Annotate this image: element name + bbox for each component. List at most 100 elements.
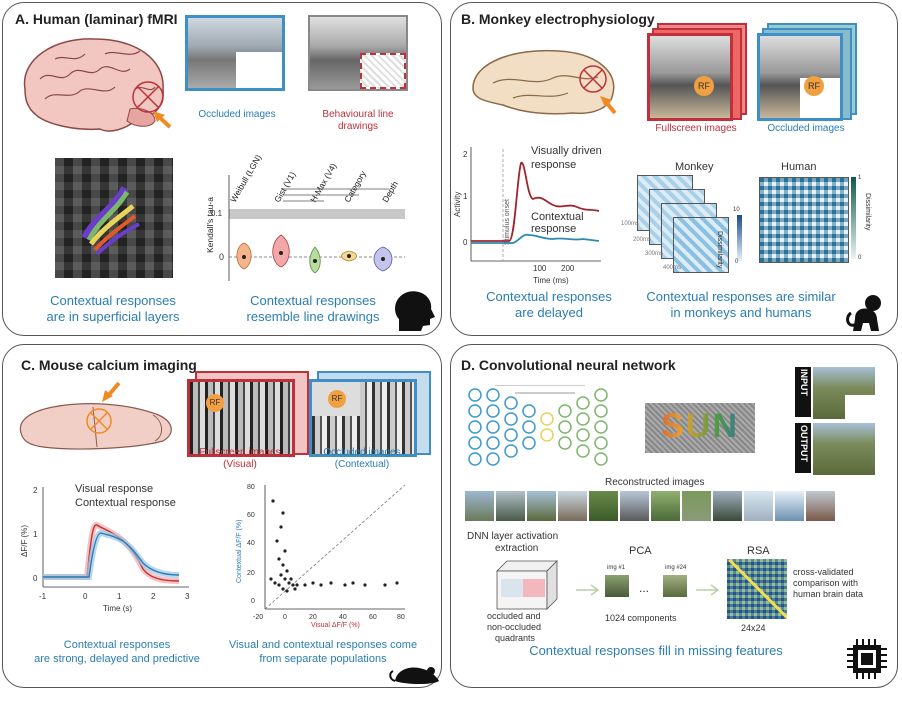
pca-ellipsis: ... (639, 581, 650, 595)
monkey-colorbar (737, 215, 742, 261)
violin-cat-1: Gist (V1) (272, 170, 298, 204)
panel-b-caption1-line1: Contextual responses (486, 289, 612, 304)
activity-plot: 2 1 0 Activity Stimulus onset 100 200 Ti… (453, 147, 601, 285)
arrow-to-pca-icon (576, 584, 600, 596)
scatter-xtick-60: 60 (369, 614, 377, 621)
full-visual-label1: Fullscreen images (199, 447, 281, 458)
full-visual-label2: (Visual) (223, 459, 257, 470)
activity-ytick-0: 0 (463, 238, 468, 247)
img1-label: img #1 (607, 565, 626, 571)
rf-marker: RF (694, 76, 714, 96)
stimulus-onset-label: Stimulus onset (504, 199, 511, 245)
scatter-xtick-m20: -20 (253, 614, 263, 621)
occluded-forest-image: RF (309, 371, 431, 461)
rsa-label: RSA (747, 545, 770, 557)
human-cbar-1: 1 (858, 175, 862, 181)
contextual-response-legend: Contextual response (75, 497, 176, 509)
activity-ytick-2: 2 (463, 150, 468, 159)
scatter-ytick-20: 20 (247, 570, 255, 577)
human-rdm (759, 177, 849, 263)
panel-b-caption2-line2: in monkeys and humans (670, 305, 812, 320)
rsa-size-label: 24x24 (741, 623, 766, 633)
monkey-rdm-label: Monkey (675, 161, 714, 173)
panel-d-caption: Contextual responses fill in missing fea… (529, 643, 783, 658)
output-label: OUTPUT (799, 425, 809, 462)
monkey-cbar-label: Dissimilarity (716, 231, 723, 269)
fullscreen-image-stack: RF (647, 23, 747, 123)
panel-c-caption1-line1: Contextual responses (63, 639, 171, 651)
scatter-xtick-0: 0 (283, 614, 287, 621)
dff-ylabel: ΔF/F (%) (20, 525, 29, 557)
monkey-rdm-stack (637, 175, 737, 275)
panel-b: B. Monkey electrophysiology RF Fullscree… (450, 2, 898, 336)
panel-d-title: D. Convolutional neural network (461, 357, 676, 373)
dff-ytick-0: 0 (33, 574, 38, 583)
reconstructed-strip (465, 491, 835, 521)
panel-a-caption2-line2: resemble line drawings (246, 309, 380, 324)
human-colorbar (851, 177, 856, 259)
panel-d: D. Convolutional neural network SUN INPU… (450, 344, 898, 688)
chip-icon (847, 639, 887, 679)
panel-b-title: B. Monkey electrophysiology (461, 11, 655, 27)
dff-ytick-2: 2 (33, 486, 38, 495)
dnn-label1: DNN layer activation (467, 531, 559, 542)
human-rdm-label: Human (781, 161, 817, 173)
violin-cat-0: Weibull (LGN) (228, 153, 263, 204)
quadrants-label1: occluded and (487, 611, 541, 621)
output-tag: OUTPUT (795, 423, 811, 473)
visual-response-legend: Visual response (75, 483, 154, 495)
violin-cat-3: Category (342, 168, 368, 204)
occluded-image (185, 15, 285, 91)
scatter-ytick-40: 40 (247, 540, 255, 547)
sun-logo-text: SUN (645, 407, 755, 446)
violin-chart: Weibull (LGN) Gist (V1) H-Max (V4) Categ… (205, 153, 405, 281)
pca-label: PCA (629, 545, 652, 557)
output-image (813, 423, 875, 475)
scatter-ytick-60: 60 (247, 512, 255, 519)
monkey-cbar-0: 0 (735, 259, 739, 265)
contextual-label2: response (531, 223, 577, 235)
dff-ytick-1: 1 (33, 530, 38, 539)
activity-ylabel: Activity (453, 192, 462, 217)
occ-contextual-label2: (Contextual) (334, 459, 390, 470)
cnn-diagram (468, 385, 608, 466)
contextual-label1: Contextual (531, 211, 584, 223)
dff-xlabel: Time (s) (103, 604, 132, 613)
scatter-ytick-80: 80 (247, 484, 255, 491)
panel-a-caption1-line2: are in superficial layers (46, 309, 180, 324)
panel-c-title: C. Mouse calcium imaging (21, 357, 197, 373)
human-brain-icon (23, 38, 172, 132)
fullscreen-forest-image: RF (187, 371, 309, 461)
pca-img24 (663, 575, 687, 597)
dff-xtick-0: 0 (83, 592, 88, 601)
rf-marker: RF (328, 390, 346, 408)
activity-xtick-100: 100 (533, 264, 547, 273)
violin-cat-2: H-Max (V4) (308, 161, 338, 204)
panel-c-caption1-line2: are strong, delayed and predictive (34, 653, 200, 665)
input-label: INPUT (799, 369, 809, 396)
human-cbar-label: Dissimilarity (864, 193, 871, 231)
quadrants-label2: non-occluded (487, 622, 542, 632)
panel-a-caption2-line1: Contextual responses (250, 293, 376, 308)
pca-img1 (605, 575, 629, 597)
occluded-images-label: Occluded images (198, 109, 276, 120)
violin-ytick-0: 0 (219, 252, 224, 262)
activity-xlabel: Time (ms) (533, 276, 569, 285)
dff-xtick-m1: -1 (39, 592, 47, 601)
occ-contextual-label1: Occluded images (323, 447, 401, 458)
scatter-xtick-80: 80 (397, 614, 405, 621)
panel-c-caption2-line2: from separate populations (259, 653, 387, 665)
t100-label: 100ms (621, 221, 640, 227)
panel-a: A. Human (laminar) fMRI Occluded images … (2, 2, 442, 336)
behavioural-label-line2: drawings (337, 121, 379, 132)
input-tag: INPUT (795, 367, 811, 417)
activation-cube (496, 560, 558, 610)
dnn-label2: extraction (495, 543, 539, 554)
panel-a-title: A. Human (laminar) fMRI (15, 11, 178, 27)
visually-driven-label1: Visually driven (531, 145, 602, 157)
panel-a-caption1-line1: Contextual responses (50, 293, 176, 308)
arrow-to-rsa-icon (696, 584, 720, 596)
dff-timecourse-plot: 2 1 0 ΔF/F (%) -1 0 1 2 3 Time (s) (20, 486, 190, 613)
rf-marker: RF (206, 394, 224, 412)
input-image (813, 367, 875, 419)
